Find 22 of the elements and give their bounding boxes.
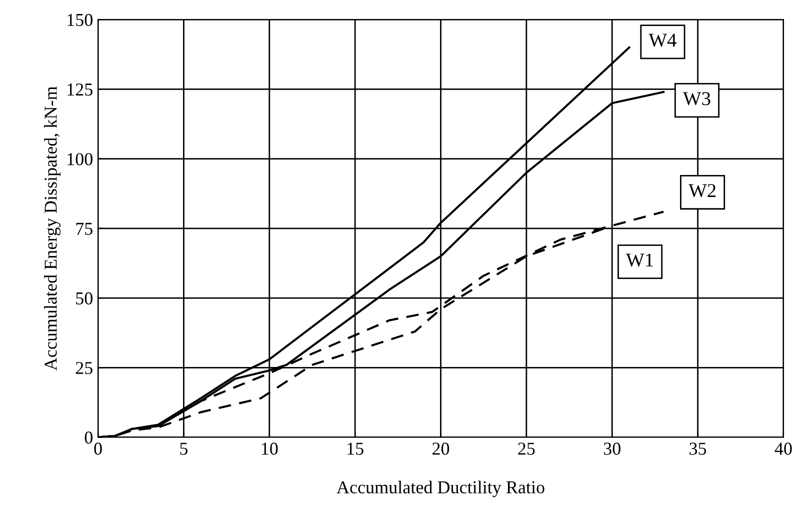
series-label: W1	[626, 254, 653, 267]
x-tick-label: 20	[432, 442, 450, 455]
y-tick-label: 125	[68, 84, 92, 96]
y-tick-label: 0	[84, 432, 92, 444]
y-axis-title: Accumulated Energy Dissipated, kN-m	[44, 86, 61, 370]
x-tick-label: 40	[774, 442, 792, 455]
x-axis-title: Accumulated Ductility Ratio	[336, 480, 544, 498]
y-tick-label: 100	[68, 153, 92, 166]
x-tick-label: 15	[348, 442, 364, 455]
series-label: W2	[688, 184, 716, 198]
y-tick-label: 25	[76, 362, 92, 374]
y-tick-label: 50	[76, 292, 92, 304]
x-tick-label: 25	[518, 442, 535, 455]
x-tick-label: 0	[94, 442, 102, 455]
series-label: W3	[682, 92, 710, 106]
y-tick-label: 150	[68, 14, 92, 26]
x-tick-label: 30	[604, 442, 620, 455]
x-tick-label: 35	[690, 442, 706, 455]
x-tick-label: 5	[180, 442, 188, 455]
x-tick-label: 10	[262, 442, 278, 455]
series-label: W4	[648, 34, 676, 47]
y-tick-label: 75	[76, 222, 92, 235]
